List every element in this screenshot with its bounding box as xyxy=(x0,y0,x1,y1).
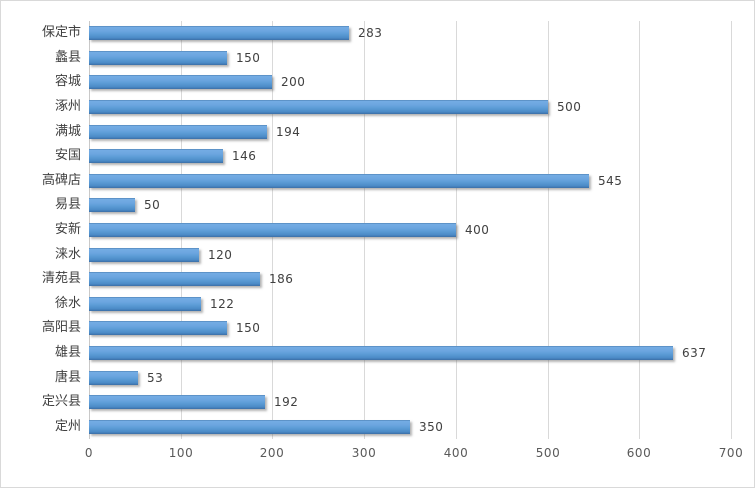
bar[interactable] xyxy=(89,395,265,409)
gridline xyxy=(639,21,640,439)
category-label: 蠡县 xyxy=(54,50,81,65)
category-label: 涞水 xyxy=(54,247,81,262)
value-label: 545 xyxy=(598,174,623,188)
category-label: 保定市 xyxy=(41,25,81,40)
x-axis-tick-label: 300 xyxy=(351,446,377,460)
gridline xyxy=(548,21,549,439)
category-label: 徐水 xyxy=(54,296,81,311)
value-label: 186 xyxy=(269,272,294,286)
category-label: 安国 xyxy=(54,148,81,163)
value-label: 150 xyxy=(236,321,261,335)
x-axis-tick-label: 200 xyxy=(259,446,285,460)
value-label: 283 xyxy=(358,26,383,40)
value-label: 192 xyxy=(274,395,299,409)
bar[interactable] xyxy=(89,272,260,286)
bar[interactable] xyxy=(89,125,267,139)
bar[interactable] xyxy=(89,248,199,262)
value-label: 150 xyxy=(236,51,261,65)
x-axis-tick-label: 0 xyxy=(84,446,94,460)
value-label: 200 xyxy=(281,75,306,89)
value-label: 122 xyxy=(210,297,235,311)
category-label: 定兴县 xyxy=(41,394,81,409)
x-axis-tick-label: 700 xyxy=(718,446,744,460)
value-label: 146 xyxy=(232,149,257,163)
category-label: 高阳县 xyxy=(41,320,81,335)
category-label: 容城 xyxy=(54,74,81,89)
value-label: 637 xyxy=(682,346,707,360)
bar[interactable] xyxy=(89,371,138,385)
category-label: 满城 xyxy=(54,124,81,139)
bar[interactable] xyxy=(89,321,227,335)
bar[interactable] xyxy=(89,420,410,434)
value-label: 53 xyxy=(147,371,164,385)
bar[interactable] xyxy=(89,297,201,311)
gridline xyxy=(731,21,732,439)
bar[interactable] xyxy=(89,75,272,89)
category-label: 涿州 xyxy=(54,99,81,114)
category-label: 唐县 xyxy=(54,370,81,385)
bar[interactable] xyxy=(89,346,673,360)
value-label: 50 xyxy=(144,198,161,212)
x-axis-tick-label: 400 xyxy=(443,446,469,460)
value-label: 120 xyxy=(208,248,233,262)
bar[interactable] xyxy=(89,198,135,212)
x-axis-tick-label: 600 xyxy=(626,446,652,460)
bar[interactable] xyxy=(89,100,548,114)
category-label: 易县 xyxy=(54,197,81,212)
bar[interactable] xyxy=(89,26,349,40)
x-axis-tick-label: 100 xyxy=(168,446,194,460)
category-label: 安新 xyxy=(54,222,81,237)
value-label: 194 xyxy=(276,125,301,139)
category-label: 定州 xyxy=(54,419,81,434)
value-label: 500 xyxy=(557,100,582,114)
category-label: 清苑县 xyxy=(41,271,81,286)
value-label: 350 xyxy=(419,420,444,434)
bar[interactable] xyxy=(89,51,227,65)
category-label: 雄县 xyxy=(54,345,81,360)
bar[interactable] xyxy=(89,149,223,163)
bar[interactable] xyxy=(89,174,589,188)
bar[interactable] xyxy=(89,223,456,237)
x-axis-tick-label: 500 xyxy=(535,446,561,460)
gridline xyxy=(456,21,457,439)
category-label: 高碑店 xyxy=(41,173,81,188)
value-label: 400 xyxy=(465,223,490,237)
